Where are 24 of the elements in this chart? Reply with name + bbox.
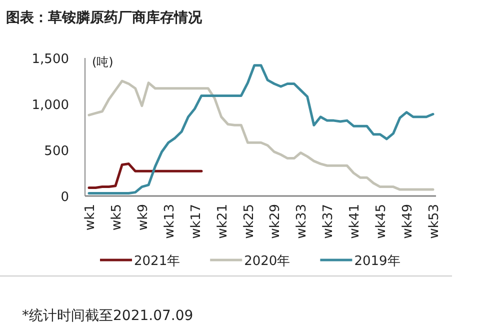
legend-label: 2021年 [134, 254, 180, 269]
x-tick-label: wk1 [83, 204, 98, 230]
y-tick-label: 0 [60, 190, 69, 205]
x-tick-label: wk29 [268, 204, 284, 239]
x-tick-label: wk9 [136, 204, 151, 230]
x-tick-label: wk41 [348, 204, 363, 239]
x-tick-label: wk5 [109, 204, 124, 230]
x-tick-label: wk45 [374, 204, 390, 239]
chart-title: 图表：草铵膦原药厂商库存情况 [6, 9, 203, 26]
x-tick-label: wk17 [188, 204, 204, 239]
y-tick-label: 1,000 [32, 98, 69, 113]
y-tick-label: 500 [44, 144, 69, 159]
x-tick-label: wk53 [427, 204, 442, 239]
y-tick-label: 1,500 [32, 52, 69, 67]
x-tick-label: wk21 [215, 204, 230, 239]
x-tick-label: wk37 [321, 204, 336, 239]
x-tick-label: wk25 [242, 204, 257, 239]
legend-label: 2019年 [354, 254, 400, 269]
y-axis-title: (吨) [92, 55, 114, 69]
x-tick-label: wk13 [162, 204, 178, 239]
text: *统计时间截至2021.07.09 [22, 308, 194, 324]
legend-label: 2020年 [244, 254, 290, 269]
x-tick-label: wk33 [294, 204, 310, 239]
x-tick-label: wk49 [400, 204, 416, 239]
